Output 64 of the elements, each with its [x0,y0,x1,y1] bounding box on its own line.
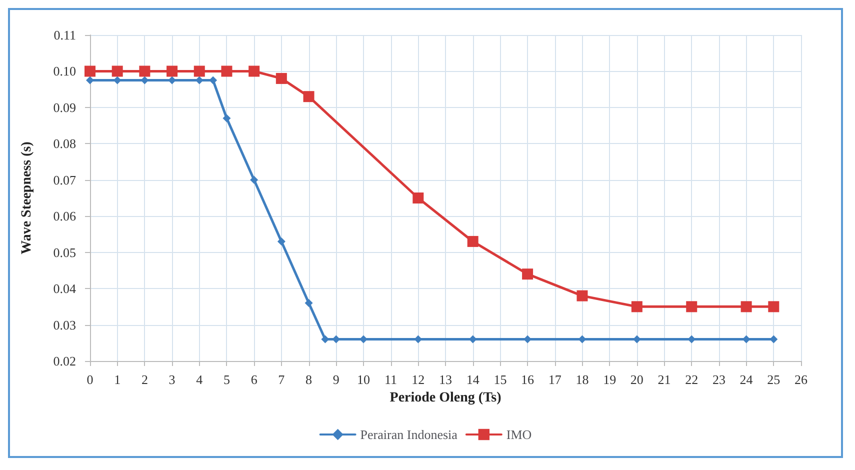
x-tick-label: 17 [548,372,562,387]
x-tick-label: 22 [685,372,698,387]
x-tick-label: 16 [521,372,535,387]
y-tick-label: 0.04 [53,281,76,296]
point [277,237,286,246]
legend-label: Perairan Indonesia [360,427,458,442]
x-tick-label: 15 [494,372,507,387]
x-tick-label: 9 [332,372,340,387]
point [303,91,314,102]
y-tick-label: 0.02 [53,354,76,368]
point [276,72,287,84]
x-tick-label: 19 [603,372,616,387]
x-tick-label: 6 [250,372,258,387]
x-tick-label: 3 [168,372,176,387]
x-tick-label: 25 [767,372,780,387]
point [84,66,96,77]
x-tick-label: 26 [794,372,808,387]
y-tick-label: 0.10 [53,64,76,79]
x-tick-label: 18 [576,372,589,387]
point [250,176,258,184]
point [576,290,588,302]
x-tick-label: 10 [356,372,370,387]
y-tick-label: 0.09 [53,100,76,115]
point [686,301,698,312]
point [304,299,313,308]
point [112,66,123,77]
point [222,114,231,122]
point [768,301,780,312]
y-tick-label: 0.08 [53,136,76,152]
point [86,76,94,84]
y-tick-label: 0.11 [54,28,76,42]
x-tick-label: 14 [466,372,480,387]
x-tick-label: 4 [196,372,204,387]
point [631,301,642,312]
point [467,236,478,247]
x-tick-label: 7 [278,372,286,387]
x-tick-label: 21 [658,372,671,387]
point [221,66,232,77]
y-tick-label: 0.07 [53,172,76,188]
point [166,66,178,77]
x-tick-label: 24 [740,372,754,387]
x-tick-label: 23 [712,372,726,387]
point [248,66,260,77]
x-tick-label: 0 [86,372,94,387]
point [412,192,424,204]
point [740,301,752,312]
x-tick-label: 1 [114,372,121,387]
x-tick-label: 13 [439,372,452,387]
legend-label: IMO [506,427,532,442]
x-tick-label: 12 [412,372,425,387]
point [522,268,534,280]
y-tick-label: 0.03 [53,317,76,332]
y-tick-label: 0.06 [53,208,76,224]
x-tick-label: 2 [141,372,148,387]
x-tick-label: 5 [223,372,230,387]
x-axis-title: Periode Oleng (Ts) [390,390,502,406]
point [209,76,218,84]
y-axis-title: Wave Steepness (s) [20,141,34,254]
y-tick-label: 0.05 [53,244,76,260]
point [139,66,150,77]
point [194,66,205,77]
x-tick-label: 11 [384,372,398,387]
x-tick-label: 20 [630,372,644,387]
x-tick-label: 8 [306,372,312,387]
